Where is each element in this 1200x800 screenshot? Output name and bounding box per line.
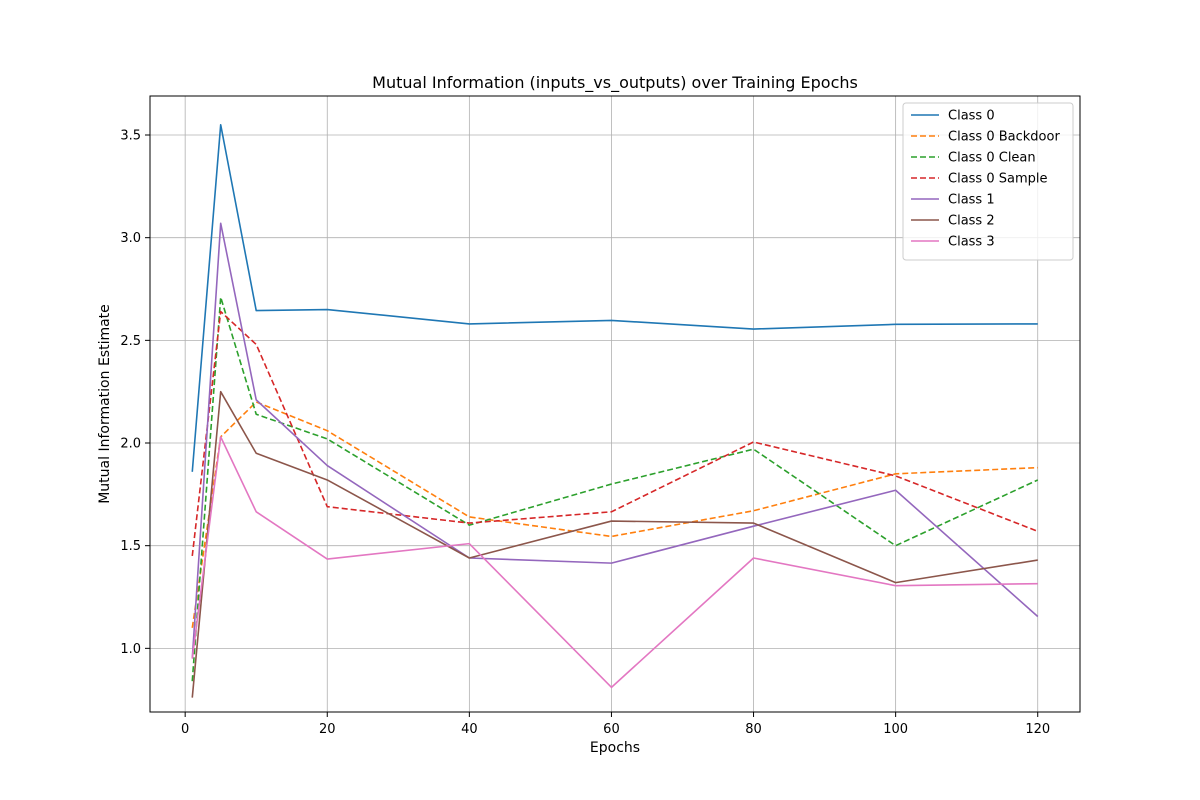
axis-ticks: 0 20 40 60 80 100 120 1.0 1.5 2.0 2.5 3.0 3.5 (120, 129, 1050, 737)
y-axis-title: Mutual Information Estimate (97, 304, 113, 504)
y-tick-label: 2.5 (120, 334, 141, 349)
series-line-class-0-sample (191, 310, 1039, 557)
legend: Class 0 Class 0 Backdoor Class 0 Clean Clas… (902, 102, 1074, 261)
x-tick-label: 0 (181, 722, 189, 737)
series-line-class-0-clean (191, 296, 1039, 682)
x-axis-title: Epochs (590, 740, 640, 756)
legend-label: Class 2 (948, 214, 995, 229)
x-tick-label: 80 (745, 722, 762, 737)
legend-box (902, 102, 1074, 261)
y-tick-label: 1.0 (120, 642, 141, 657)
legend-label: Class 0 Clean (948, 151, 1036, 166)
y-tick-label: 2.0 (120, 437, 141, 452)
grid-lines (150, 96, 1080, 712)
y-tick-label: 3.0 (120, 231, 141, 246)
series-lines (191, 123, 1039, 698)
legend-label: Class 0 Backdoor (948, 130, 1060, 145)
series-line-class-0-backdoor (191, 401, 1038, 628)
x-tick-label: 100 (883, 722, 908, 737)
y-tick-label: 1.5 (120, 539, 141, 554)
x-tick-label: 20 (319, 722, 336, 737)
legend-label: Class 3 (948, 235, 995, 250)
legend-label: Class 1 (948, 193, 995, 208)
x-tick-label: 40 (461, 722, 478, 737)
x-tick-label: 60 (603, 722, 620, 737)
plot-area-frame (149, 95, 1081, 713)
series-line-class-3 (191, 436, 1038, 689)
x-tick-label: 120 (1025, 722, 1050, 737)
legend-label: Class 0 Sample (948, 172, 1047, 187)
legend-label: Class 0 (948, 109, 995, 124)
chart-title: Mutual Information (inputs_vs_outputs) o… (372, 73, 858, 93)
y-tick-label: 3.5 (120, 129, 141, 144)
series-line-class-0 (191, 123, 1038, 472)
series-line-class-2 (191, 390, 1038, 698)
